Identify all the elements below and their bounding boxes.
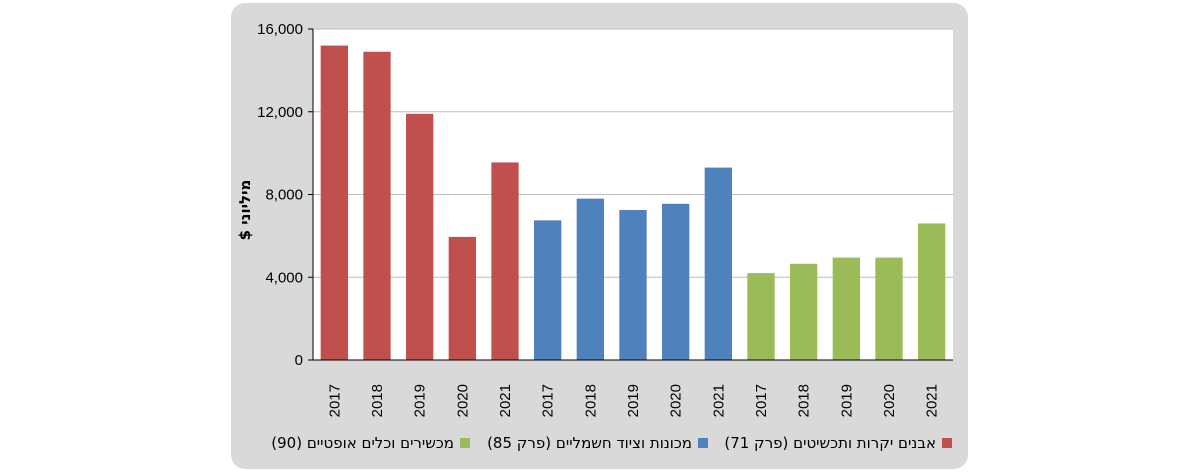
bar bbox=[918, 223, 946, 360]
y-tick-label: 0 bbox=[295, 352, 303, 369]
bar bbox=[448, 236, 476, 360]
bar bbox=[662, 203, 690, 360]
x-tick-label: 2018 bbox=[369, 384, 386, 417]
x-tick-label: 2020 bbox=[668, 384, 685, 417]
x-tick-label: 2019 bbox=[838, 384, 855, 417]
bar bbox=[534, 220, 562, 360]
y-tick-labels: 0 4,000 8,000 12,000 16,000 bbox=[257, 21, 313, 369]
bar bbox=[875, 257, 903, 360]
bar bbox=[704, 167, 732, 360]
x-tick-label: 2018 bbox=[796, 384, 813, 417]
x-tick-label: 2021 bbox=[497, 384, 514, 417]
bar bbox=[320, 45, 348, 361]
x-tick-label: 2019 bbox=[625, 384, 642, 417]
x-tick-label: 2020 bbox=[454, 384, 471, 417]
x-tick-label: 2021 bbox=[710, 384, 727, 417]
legend: אבנים יקרות ותכשיטים (פרק 71) מכונות וציו… bbox=[271, 434, 952, 452]
bars bbox=[320, 45, 946, 361]
x-tick-label: 2017 bbox=[540, 384, 557, 417]
bar bbox=[790, 263, 818, 360]
bar bbox=[576, 198, 604, 360]
x-tick-label: 2017 bbox=[326, 384, 343, 417]
legend-swatch bbox=[460, 438, 470, 448]
y-tick-label: 16,000 bbox=[257, 21, 303, 38]
y-tick-label: 4,000 bbox=[265, 269, 303, 286]
bar bbox=[363, 51, 391, 360]
legend-swatch bbox=[942, 438, 952, 448]
bar bbox=[491, 162, 519, 360]
y-tick-label: 8,000 bbox=[265, 187, 303, 204]
x-tick-label: 2021 bbox=[924, 384, 941, 417]
legend-label: אבנים יקרות ותכשיטים (פרק 71) bbox=[724, 434, 936, 452]
x-tick-label: 2020 bbox=[881, 384, 898, 417]
x-tick-label: 2018 bbox=[582, 384, 599, 417]
legend-label: מכשירים וכלים אופטיים (90) bbox=[271, 434, 454, 452]
bar bbox=[832, 257, 860, 360]
legend-swatch bbox=[698, 438, 708, 448]
x-tick-label: 2017 bbox=[753, 384, 770, 417]
legend-label: מכונות וציוד חשמליים (פרק 85) bbox=[487, 434, 692, 452]
bar bbox=[406, 113, 434, 360]
x-tick-label: 2019 bbox=[412, 384, 429, 417]
bar bbox=[619, 210, 647, 360]
y-tick-label: 12,000 bbox=[257, 104, 303, 121]
x-tick-labels: 2017 2018 2019 2020 2021 2017 2018 2019 2020 2021… bbox=[326, 384, 940, 417]
bar bbox=[747, 273, 775, 360]
y-axis-label: מיליוני $ bbox=[236, 180, 254, 241]
